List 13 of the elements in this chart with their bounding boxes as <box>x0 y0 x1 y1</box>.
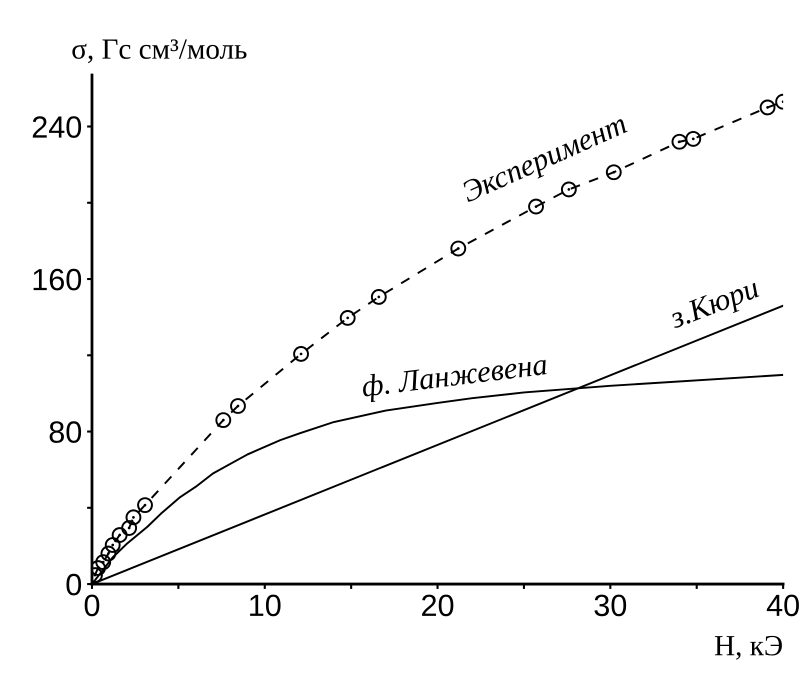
x-tick-label: 0 <box>84 594 100 616</box>
y-tick-label: 160 <box>34 268 82 290</box>
y-axis-title: σ, Гс см³/моль <box>72 39 247 64</box>
x-tick-label: 40 <box>766 594 799 616</box>
x-tick-label: 20 <box>422 594 454 616</box>
x-axis-title: H, кЭ <box>714 636 782 660</box>
x-tick-label: 10 <box>250 594 281 616</box>
annotation: з.Кюри <box>668 277 762 335</box>
x-tick-label: 30 <box>594 594 626 616</box>
annotation: ф. Ланжевена <box>361 352 548 403</box>
y-tick-label: 80 <box>50 421 82 443</box>
y-tick-label: 240 <box>32 116 82 138</box>
y-tick-label: 0 <box>66 574 82 596</box>
